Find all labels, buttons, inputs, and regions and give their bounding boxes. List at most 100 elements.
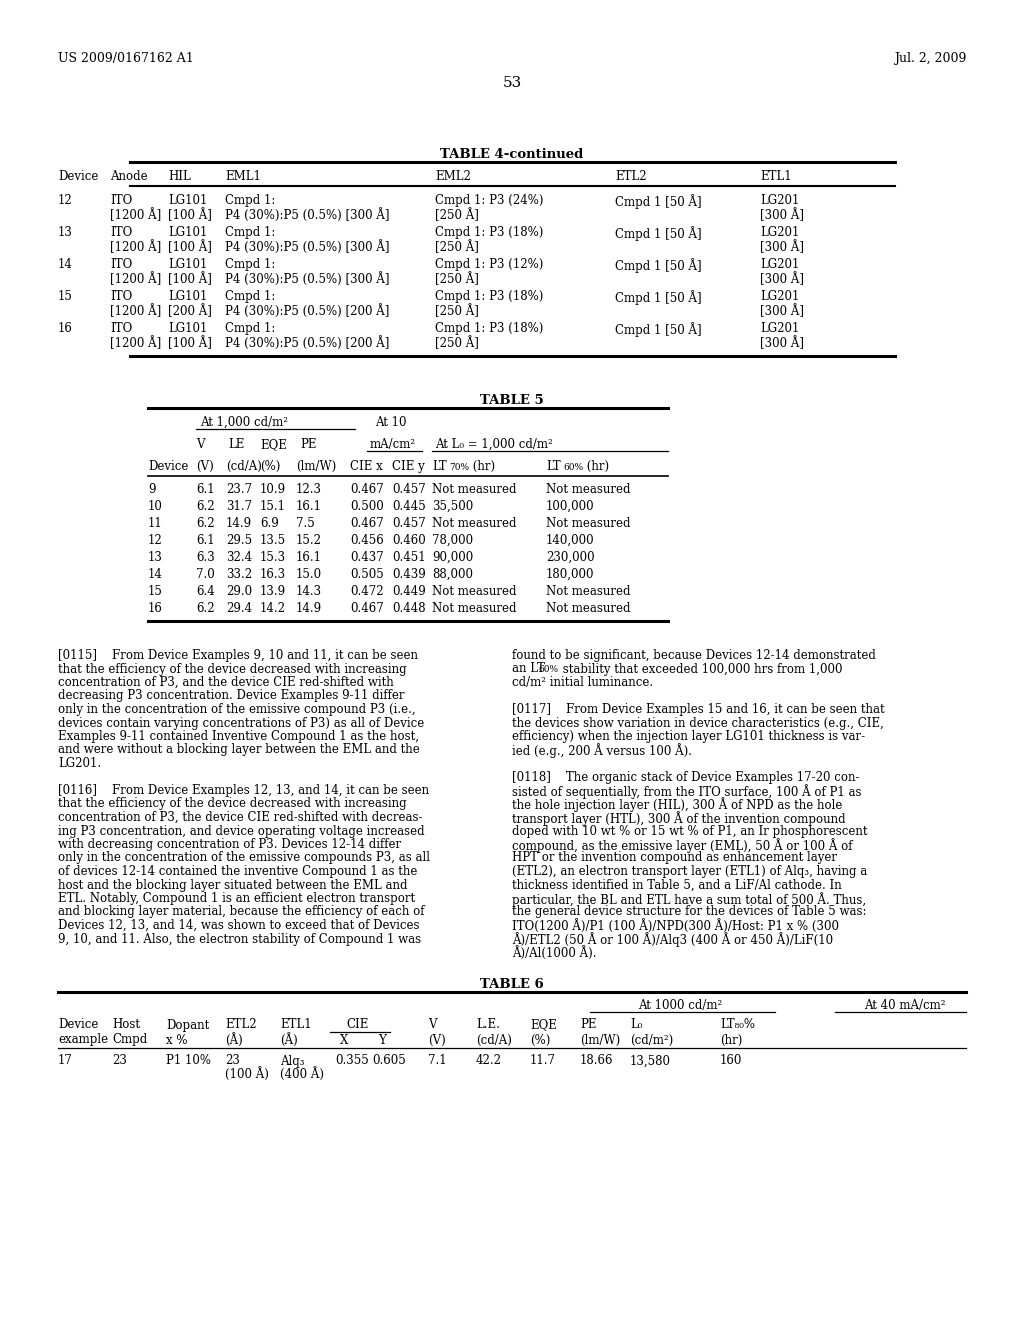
Text: Cmpd 1: P3 (18%): Cmpd 1: P3 (18%) bbox=[435, 290, 544, 304]
Text: At 10: At 10 bbox=[375, 416, 407, 429]
Text: and were without a blocking layer between the EML and the: and were without a blocking layer betwee… bbox=[58, 743, 420, 756]
Text: 6.4: 6.4 bbox=[196, 585, 215, 598]
Text: Cmpd 1 [50 Å]: Cmpd 1 [50 Å] bbox=[615, 226, 701, 240]
Text: CIE y: CIE y bbox=[392, 459, 425, 473]
Text: ITO: ITO bbox=[110, 226, 132, 239]
Text: 15.2: 15.2 bbox=[296, 535, 322, 546]
Text: 140,000: 140,000 bbox=[546, 535, 595, 546]
Text: 0.605: 0.605 bbox=[372, 1055, 406, 1068]
Text: P4 (30%):P5 (0.5%) [300 Å]: P4 (30%):P5 (0.5%) [300 Å] bbox=[225, 240, 389, 253]
Text: 31.7: 31.7 bbox=[226, 500, 252, 513]
Text: L.E.: L.E. bbox=[476, 1019, 500, 1031]
Text: 16.1: 16.1 bbox=[296, 550, 322, 564]
Text: the hole injection layer (HIL), 300 Å of NPD as the hole: the hole injection layer (HIL), 300 Å of… bbox=[512, 797, 843, 812]
Text: EQE: EQE bbox=[260, 438, 287, 451]
Text: that the efficiency of the device decreased with increasing: that the efficiency of the device decrea… bbox=[58, 663, 407, 676]
Text: Cmpd 1: P3 (18%): Cmpd 1: P3 (18%) bbox=[435, 226, 544, 239]
Text: ITO: ITO bbox=[110, 257, 132, 271]
Text: 90,000: 90,000 bbox=[432, 550, 473, 564]
Text: 29.0: 29.0 bbox=[226, 585, 252, 598]
Text: PE: PE bbox=[300, 438, 316, 451]
Text: 0.467: 0.467 bbox=[350, 602, 384, 615]
Text: [300 Å]: [300 Å] bbox=[760, 240, 804, 253]
Text: 12.3: 12.3 bbox=[296, 483, 322, 496]
Text: ied (e.g., 200 Å versus 100 Å).: ied (e.g., 200 Å versus 100 Å). bbox=[512, 743, 692, 759]
Text: [100 Å]: [100 Å] bbox=[168, 209, 212, 222]
Text: 6.1: 6.1 bbox=[196, 535, 215, 546]
Text: LG101: LG101 bbox=[168, 290, 208, 304]
Text: Not measured: Not measured bbox=[432, 517, 516, 531]
Text: 9: 9 bbox=[148, 483, 156, 496]
Text: At 1000 cd/m²: At 1000 cd/m² bbox=[638, 998, 722, 1011]
Text: 18.66: 18.66 bbox=[580, 1055, 613, 1068]
Text: Alq₃: Alq₃ bbox=[280, 1055, 304, 1068]
Text: 15.1: 15.1 bbox=[260, 500, 286, 513]
Text: EML1: EML1 bbox=[225, 170, 261, 183]
Text: Examples 9-11 contained Inventive Compound 1 as the host,: Examples 9-11 contained Inventive Compou… bbox=[58, 730, 419, 743]
Text: [200 Å]: [200 Å] bbox=[168, 304, 212, 318]
Text: 0.451: 0.451 bbox=[392, 550, 426, 564]
Text: Not measured: Not measured bbox=[546, 602, 631, 615]
Text: 53: 53 bbox=[503, 77, 521, 90]
Text: (cd/A): (cd/A) bbox=[226, 459, 262, 473]
Text: 33.2: 33.2 bbox=[226, 568, 252, 581]
Text: the general device structure for the devices of Table 5 was:: the general device structure for the dev… bbox=[512, 906, 866, 919]
Text: concentration of P3, and the device CIE red-shifted with: concentration of P3, and the device CIE … bbox=[58, 676, 394, 689]
Text: 16.1: 16.1 bbox=[296, 500, 322, 513]
Text: [0115]    From Device Examples 9, 10 and 11, it can be seen: [0115] From Device Examples 9, 10 and 11… bbox=[58, 649, 418, 663]
Text: efficiency) when the injection layer LG101 thickness is var-: efficiency) when the injection layer LG1… bbox=[512, 730, 865, 743]
Text: 12: 12 bbox=[58, 194, 73, 207]
Text: LG101: LG101 bbox=[168, 257, 208, 271]
Text: (Å): (Å) bbox=[280, 1034, 298, 1048]
Text: [300 Å]: [300 Å] bbox=[760, 209, 804, 222]
Text: LE: LE bbox=[228, 438, 245, 451]
Text: Not measured: Not measured bbox=[546, 483, 631, 496]
Text: CIE x: CIE x bbox=[350, 459, 383, 473]
Text: thickness identified in Table 5, and a LiF/Al cathode. In: thickness identified in Table 5, and a L… bbox=[512, 879, 842, 891]
Text: ETL. Notably, Compound 1 is an efficient electron transport: ETL. Notably, Compound 1 is an efficient… bbox=[58, 892, 415, 906]
Text: 180,000: 180,000 bbox=[546, 568, 595, 581]
Text: ETL2: ETL2 bbox=[225, 1019, 257, 1031]
Text: Cmpd 1:: Cmpd 1: bbox=[225, 322, 275, 335]
Text: Device: Device bbox=[58, 1019, 98, 1031]
Text: ITO: ITO bbox=[110, 322, 132, 335]
Text: EQE: EQE bbox=[530, 1019, 557, 1031]
Text: [300 Å]: [300 Å] bbox=[760, 304, 804, 318]
Text: HIL: HIL bbox=[168, 170, 190, 183]
Text: At 40 mA/cm²: At 40 mA/cm² bbox=[864, 998, 946, 1011]
Text: 14.9: 14.9 bbox=[296, 602, 323, 615]
Text: (100 Å): (100 Å) bbox=[225, 1068, 269, 1081]
Text: ETL1: ETL1 bbox=[280, 1019, 311, 1031]
Text: Cmpd 1: P3 (24%): Cmpd 1: P3 (24%) bbox=[435, 194, 544, 207]
Text: Cmpd 1:: Cmpd 1: bbox=[225, 290, 275, 304]
Text: (lm/W): (lm/W) bbox=[296, 459, 336, 473]
Text: decreasing P3 concentration. Device Examples 9-11 differ: decreasing P3 concentration. Device Exam… bbox=[58, 689, 404, 702]
Text: Cmpd 1 [50 Å]: Cmpd 1 [50 Å] bbox=[615, 290, 701, 305]
Text: US 2009/0167162 A1: US 2009/0167162 A1 bbox=[58, 51, 194, 65]
Text: TABLE 4-continued: TABLE 4-continued bbox=[440, 148, 584, 161]
Text: [1200 Å]: [1200 Å] bbox=[110, 337, 161, 350]
Text: [250 Å]: [250 Å] bbox=[435, 272, 479, 285]
Text: [1200 Å]: [1200 Å] bbox=[110, 272, 161, 285]
Text: [300 Å]: [300 Å] bbox=[760, 272, 804, 285]
Text: Å)/ETL2 (50 Å or 100 Å)/Alq3 (400 Å or 450 Å)/LiF(10: Å)/ETL2 (50 Å or 100 Å)/Alq3 (400 Å or 4… bbox=[512, 932, 834, 948]
Text: that the efficiency of the device decreased with increasing: that the efficiency of the device decrea… bbox=[58, 797, 407, 810]
Text: 6.2: 6.2 bbox=[196, 500, 215, 513]
Text: Device: Device bbox=[58, 170, 98, 183]
Text: x %: x % bbox=[166, 1034, 187, 1047]
Text: V: V bbox=[196, 438, 205, 451]
Text: transport layer (HTL), 300 Å of the invention compound: transport layer (HTL), 300 Å of the inve… bbox=[512, 810, 846, 826]
Text: 11.7: 11.7 bbox=[530, 1055, 556, 1068]
Text: LG201: LG201 bbox=[760, 194, 800, 207]
Text: 6.2: 6.2 bbox=[196, 602, 215, 615]
Text: Anode: Anode bbox=[110, 170, 147, 183]
Text: Not measured: Not measured bbox=[432, 602, 516, 615]
Text: 13: 13 bbox=[58, 226, 73, 239]
Text: 35,500: 35,500 bbox=[432, 500, 473, 513]
Text: compound, as the emissive layer (EML), 50 Å or 100 Å of: compound, as the emissive layer (EML), 5… bbox=[512, 838, 853, 853]
Text: 0.439: 0.439 bbox=[392, 568, 426, 581]
Text: Cmpd: Cmpd bbox=[112, 1034, 147, 1047]
Text: [1200 Å]: [1200 Å] bbox=[110, 240, 161, 253]
Text: 14.3: 14.3 bbox=[296, 585, 323, 598]
Text: P4 (30%):P5 (0.5%) [200 Å]: P4 (30%):P5 (0.5%) [200 Å] bbox=[225, 337, 389, 350]
